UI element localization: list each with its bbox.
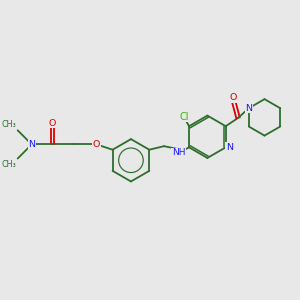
Text: O: O [93, 140, 100, 149]
Text: CH₃: CH₃ [2, 160, 16, 169]
Text: N: N [245, 104, 252, 113]
Text: Cl: Cl [179, 112, 188, 122]
Text: N: N [28, 140, 35, 149]
Text: CH₃: CH₃ [2, 120, 16, 129]
Text: O: O [49, 119, 56, 128]
Text: N: N [226, 143, 233, 152]
Text: NH: NH [172, 148, 185, 157]
Text: O: O [229, 94, 236, 103]
